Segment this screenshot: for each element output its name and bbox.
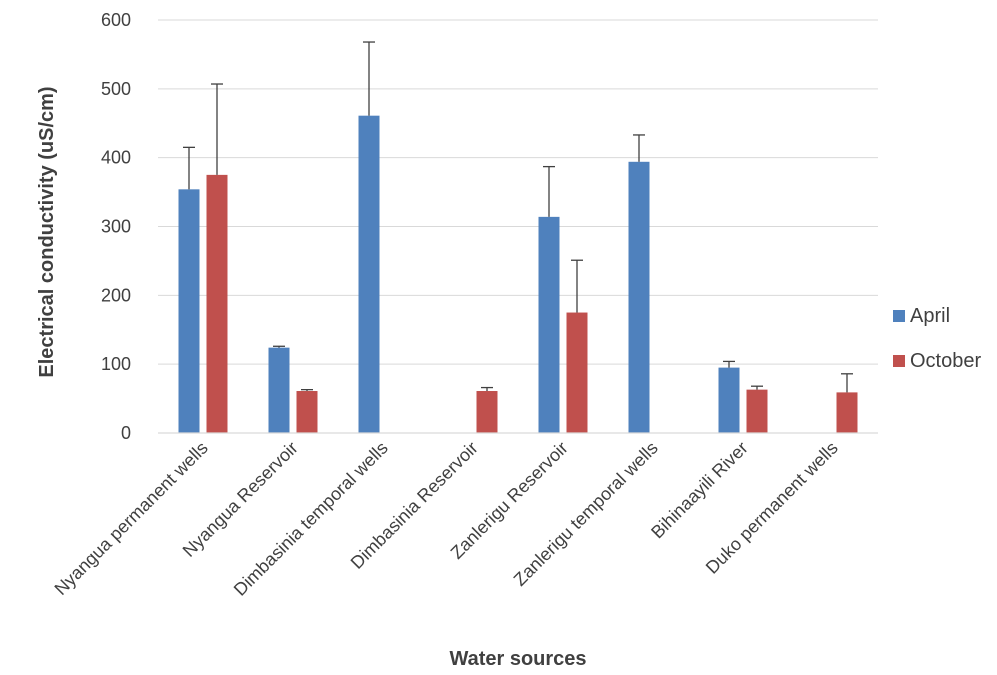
legend: April October: [893, 305, 981, 372]
legend-swatch: [893, 310, 905, 322]
y-tick-label: 200: [101, 285, 131, 305]
y-tick-label: 500: [101, 79, 131, 99]
legend-label: October: [910, 350, 981, 372]
y-tick-label: 0: [121, 423, 131, 443]
bar-april: [268, 347, 290, 433]
bar-october: [746, 389, 768, 433]
bar-october: [566, 312, 588, 433]
x-tick-label: Nyangua permanent wells: [51, 438, 212, 599]
bars: [178, 41, 858, 433]
gridlines: [158, 19, 878, 365]
x-tick-label: Dimbasinia temporal wells: [230, 438, 392, 600]
bar-april: [538, 216, 560, 433]
y-axis-title: Electrical conductivity (uS/cm): [36, 86, 58, 377]
y-tick-label: 400: [101, 148, 131, 168]
x-axis-title: Water sources: [449, 648, 586, 670]
bar-april: [178, 189, 200, 433]
bar-october: [836, 392, 858, 433]
legend-label: April: [910, 305, 950, 327]
bar-april: [628, 161, 650, 433]
axes: 0 100 200 300 400 500 600 Nyangua permanent wel…: [51, 10, 878, 600]
bar-october: [476, 391, 498, 433]
bar-april: [358, 115, 380, 433]
bar-october: [296, 391, 318, 433]
x-tick-label: Zanlerigu temporal wells: [510, 438, 662, 590]
legend-swatch: [893, 355, 905, 367]
y-tick-label: 600: [101, 10, 131, 30]
bar-april: [718, 367, 740, 433]
bar-october: [206, 174, 228, 433]
y-tick-label: 300: [101, 217, 131, 237]
y-tick-label: 100: [101, 354, 131, 374]
x-tick-label: Bihinaayili River: [647, 438, 752, 543]
